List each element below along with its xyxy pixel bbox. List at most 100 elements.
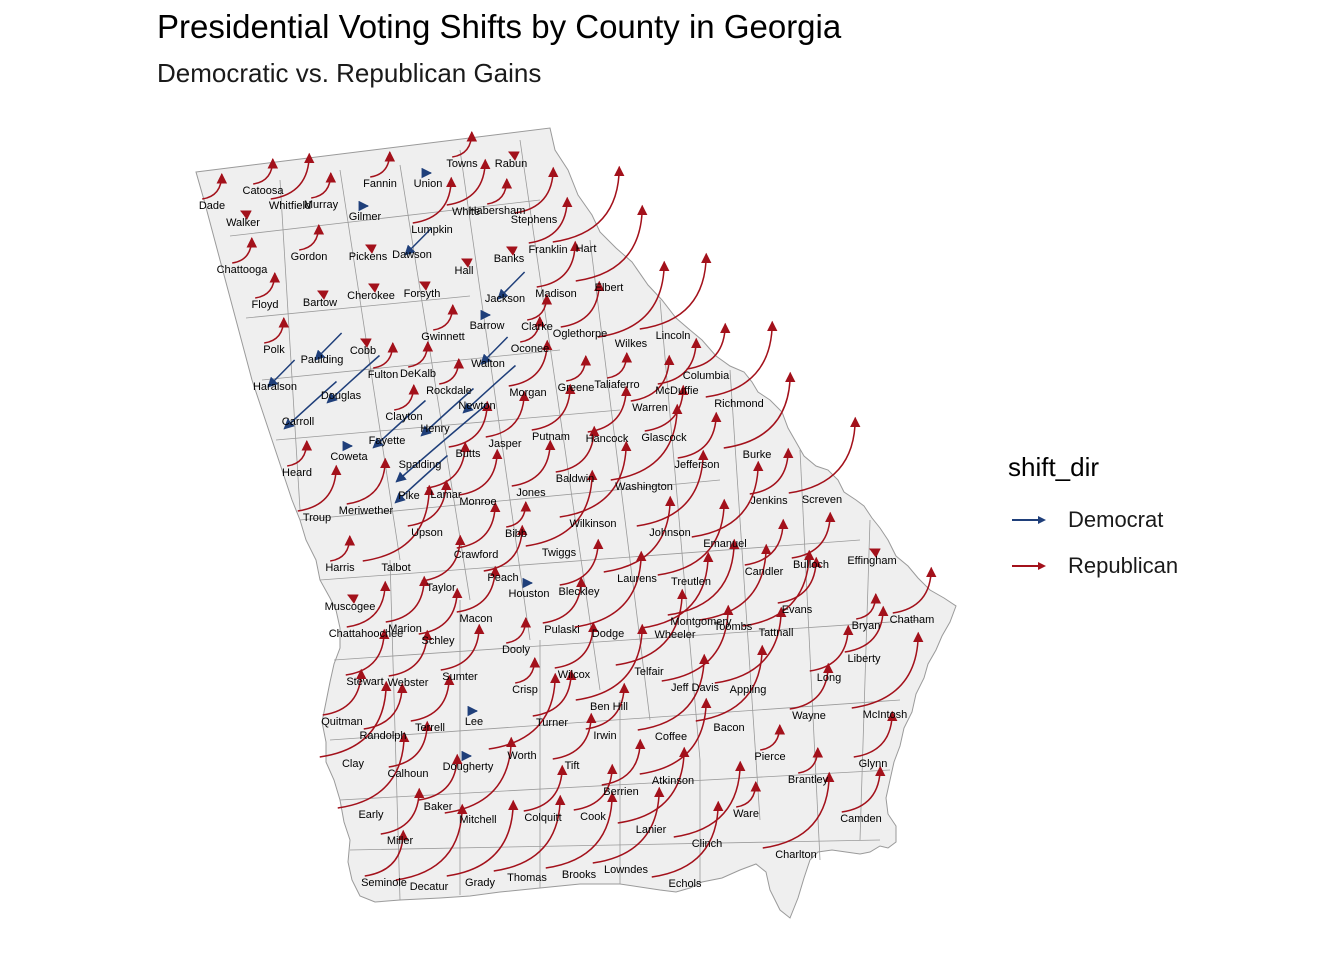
shift-arrow-harris: [330, 534, 356, 562]
map-subtitle: Democratic vs. Republican Gains: [157, 58, 542, 88]
county-boundary: [275, 409, 621, 441]
shift-arrow-mcintosh: [851, 631, 924, 709]
county-label-clarke: Clarke: [521, 321, 553, 333]
shift-arrow-cook: [573, 763, 618, 811]
shift-arrow-oglethorpe: [560, 280, 605, 328]
county-label-floyd: Floyd: [252, 299, 279, 311]
county-label-dawson: Dawson: [392, 249, 432, 261]
shift-arrow-putnam: [531, 383, 576, 431]
shift-arrow-crawford: [456, 501, 501, 549]
shift-arrow-haralson: [267, 359, 296, 388]
shift-arrow-quitman: [322, 668, 367, 716]
county-label-muscogee: Muscogee: [325, 601, 376, 613]
shift-arrow-washington: [610, 403, 683, 481]
county-label-dougherty: Dougherty: [443, 761, 494, 773]
shift-arrow-bacon: [695, 644, 768, 722]
shift-arrow-warren: [630, 354, 675, 402]
county-label-barrow: Barrow: [470, 320, 505, 332]
shift-arrow-lincoln: [639, 252, 712, 330]
county-label-chatham: Chatham: [890, 614, 935, 626]
county-label-emanuel: Emanuel: [703, 538, 746, 550]
county-label-polk: Polk: [263, 344, 285, 356]
shift-arrow-murray: [311, 171, 337, 199]
shift-arrow-atkinson: [639, 697, 712, 775]
shift-arrow-elbert: [575, 204, 648, 282]
shift-arrow-burke: [723, 371, 796, 449]
county-label-greene: Greene: [558, 382, 595, 394]
county-label-chattahoochee: Chattahoochee: [329, 628, 404, 640]
county-label-washington: Washington: [615, 481, 673, 493]
county-label-wilkinson: Wilkinson: [569, 518, 616, 530]
shift-arrow-dooly: [506, 616, 532, 644]
county-label-putnam: Putnam: [532, 431, 570, 443]
shift-arrow-clayton: [394, 383, 420, 411]
shift-arrow-screven: [788, 416, 861, 494]
shift-arrow-baldwin: [555, 425, 600, 473]
county-label-wilkes: Wilkes: [615, 338, 648, 350]
shift-arrow-bibb: [506, 500, 532, 528]
shift-arrow-forsyth: [419, 281, 431, 291]
legend-item-republican: Republican: [1008, 543, 1178, 589]
shift-arrow-miller: [380, 787, 425, 835]
county-boundary: [389, 559, 401, 901]
county-label-oglethorpe: Oglethorpe: [553, 328, 607, 340]
shift-arrow-seminole: [364, 829, 409, 877]
county-boundary: [399, 164, 471, 601]
legend-label-democrat: Democrat: [1068, 507, 1164, 532]
shift-arrow-ben-hill: [575, 623, 648, 701]
county-label-clayton: Clayton: [385, 411, 422, 423]
shift-arrow-richmond: [705, 320, 778, 398]
county-label-peach: Peach: [487, 572, 518, 584]
county-label-lincoln: Lincoln: [656, 330, 691, 342]
county-label-mitchell: Mitchell: [459, 814, 496, 826]
county-label-rockdale: Rockdale: [426, 385, 472, 397]
county-label-pierce: Pierce: [754, 751, 785, 763]
shift-arrow-spalding: [395, 403, 487, 483]
county-label-gwinnett: Gwinnett: [421, 331, 464, 343]
county-label-early: Early: [358, 809, 384, 821]
county-label-meriwether: Meriwether: [339, 505, 394, 517]
county-label-paulding: Paulding: [301, 354, 344, 366]
county-label-camden: Camden: [840, 813, 882, 825]
shift-arrow-taliaferro: [607, 351, 633, 379]
county-label-terrell: Terrell: [415, 722, 445, 734]
county-boundary: [279, 179, 301, 511]
county-label-berrien: Berrien: [603, 786, 638, 798]
county-label-lanier: Lanier: [636, 824, 667, 836]
county-label-tattnall: Tattnall: [759, 627, 794, 639]
county-label-thomas: Thomas: [507, 872, 547, 884]
shift-arrow-troup: [297, 464, 342, 512]
county-label-fulton: Fulton: [368, 369, 399, 381]
county-label-harris: Harris: [325, 562, 355, 574]
shift-arrow-tift: [552, 712, 597, 760]
county-label-schley: Schley: [421, 635, 455, 647]
county-label-fayette: Fayette: [369, 435, 406, 447]
shift-arrow-jefferson: [677, 411, 722, 459]
county-label-evans: Evans: [782, 604, 813, 616]
shift-arrow-crisp: [515, 656, 541, 684]
shift-arrow-early: [337, 731, 410, 809]
shift-arrow-upson: [407, 479, 452, 527]
shift-arrow-turner: [532, 669, 577, 717]
county-label-mcduffie: McDuffie: [655, 385, 698, 397]
county-label-banks: Banks: [494, 253, 525, 265]
shift-arrow-brantley: [798, 746, 824, 774]
county-label-charlton: Charlton: [775, 849, 817, 861]
shift-arrow-webster: [388, 629, 433, 677]
county-label-crisp: Crisp: [512, 684, 538, 696]
county-label-johnson: Johnson: [649, 527, 691, 539]
shift-arrow-wilkes: [597, 260, 670, 338]
county-label-richmond: Richmond: [714, 398, 764, 410]
shift-arrow-wilcox: [554, 621, 599, 669]
county-label-bleckley: Bleckley: [559, 586, 600, 598]
county-label-ware: Ware: [733, 808, 759, 820]
county-boundary: [659, 299, 701, 761]
county-label-talbot: Talbot: [381, 562, 410, 574]
shift-arrow-colquitt: [523, 764, 568, 812]
county-label-bryan: Bryan: [852, 620, 881, 632]
county-label-union: Union: [414, 178, 443, 190]
shift-arrow-laurens: [603, 495, 676, 573]
county-label-dade: Dade: [199, 200, 225, 212]
county-label-hart: Hart: [576, 243, 597, 255]
shift-arrow-calhoun: [388, 720, 433, 768]
